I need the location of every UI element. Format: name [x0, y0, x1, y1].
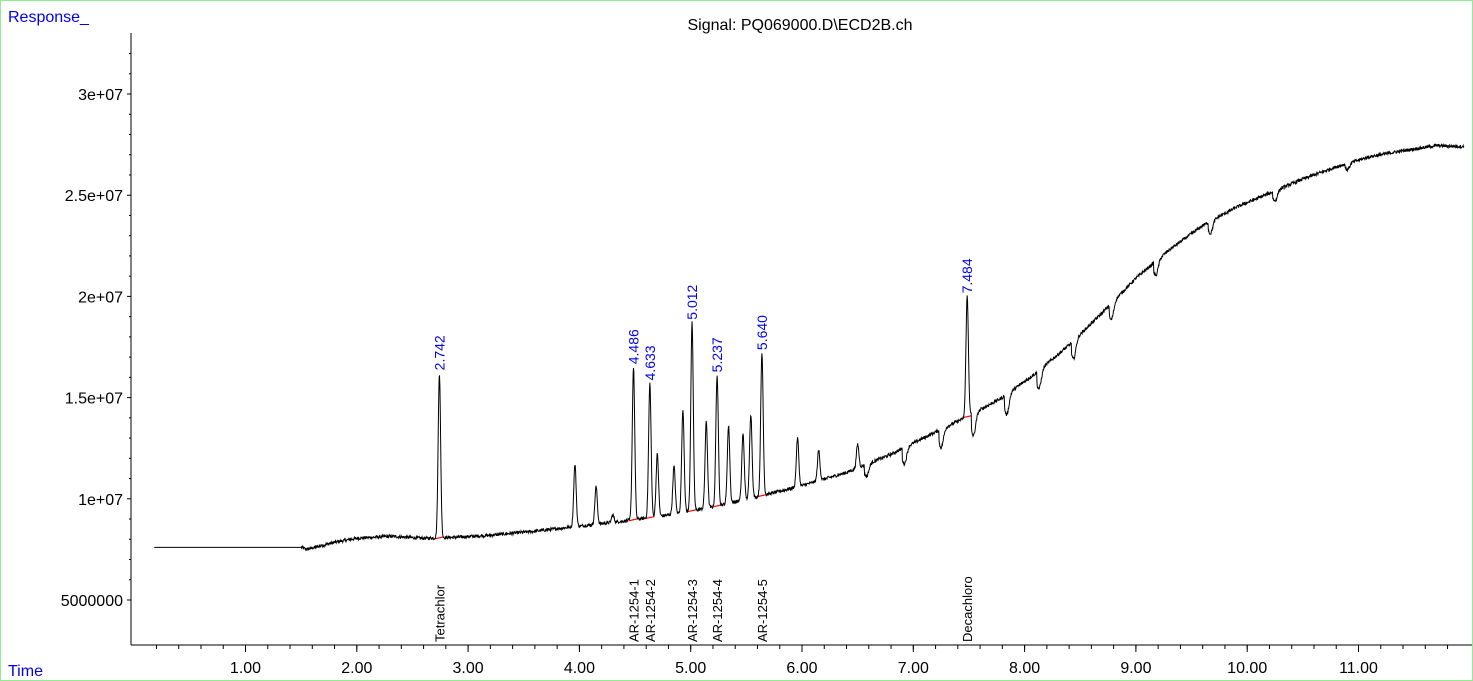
integration-mark	[687, 509, 697, 513]
y-tick-label: 2.5e+07	[65, 188, 123, 205]
compound-label: AR-1254-5	[755, 579, 770, 642]
integration-mark	[434, 536, 444, 540]
chart-title: Signal: PQ069000.D\ECD2B.ch	[687, 17, 912, 34]
integration-mark	[712, 504, 722, 508]
compound-labels: Tetrachlor AR-1254-1 AR-1254-2 AR-1254-3 AR-…	[432, 576, 975, 642]
x-ticks: 1.00 2.00 3.00 4.00 5.00 6.00 7.00 8.00 9.00 10.0…	[155, 645, 1449, 677]
x-tick-label: 11.00	[1339, 660, 1378, 677]
y-tick-label: 1.5e+07	[65, 391, 123, 408]
x-tick-label: 8.00	[1009, 660, 1040, 677]
peak-label: 5.012	[684, 284, 700, 319]
y-tick-label: 5000000	[61, 593, 123, 610]
signal-trace	[154, 142, 1465, 552]
compound-label: AR-1254-2	[643, 579, 658, 642]
x-tick-label: 4.00	[564, 660, 595, 677]
x-tick-label: 9.00	[1120, 660, 1151, 677]
x-tick-label: 1.00	[230, 660, 261, 677]
integration-mark	[757, 494, 767, 498]
y-axis-label: Response_	[8, 9, 90, 26]
integration-mark	[628, 518, 639, 522]
peak-label: 4.486	[625, 329, 641, 364]
y-tick-label: 3e+07	[78, 87, 123, 104]
integration-mark	[645, 515, 655, 520]
x-tick-label: 10.00	[1227, 660, 1267, 677]
peak-label: 2.742	[431, 335, 447, 370]
x-tick-label: 7.00	[898, 660, 929, 677]
y-tick-label: 2e+07	[78, 289, 123, 306]
x-axis-label: Time	[8, 663, 43, 680]
compound-label: Decachloro	[960, 576, 975, 642]
x-tick-label: 6.00	[786, 660, 817, 677]
x-tick-label: 2.00	[341, 660, 372, 677]
compound-label: AR-1254-3	[685, 579, 700, 642]
x-tick-label: 5.00	[675, 660, 706, 677]
y-ticks: 5000000 1e+07 1.5e+07 2e+07 2.5e+07 3e+07	[61, 53, 131, 610]
compound-label: AR-1254-1	[626, 579, 641, 642]
peak-label: 4.633	[642, 345, 658, 380]
peak-label: 7.484	[959, 258, 975, 293]
integration-marks	[434, 415, 972, 540]
peak-label: 5.237	[709, 337, 725, 372]
peak-labels: 2.742 4.486 4.633 5.012 5.237 5.640 7.484	[431, 258, 975, 380]
integration-mark	[962, 415, 972, 419]
peak-label: 5.640	[754, 315, 770, 350]
y-tick-label: 1e+07	[78, 492, 123, 509]
x-tick-label: 3.00	[453, 660, 484, 677]
compound-label: Tetrachlor	[432, 584, 447, 642]
compound-label: AR-1254-4	[710, 579, 725, 642]
